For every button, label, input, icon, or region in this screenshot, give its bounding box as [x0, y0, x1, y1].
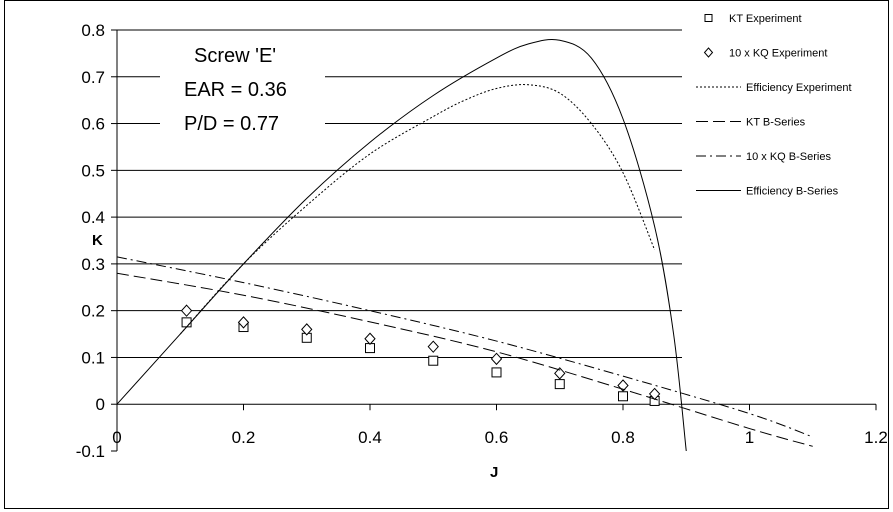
y-tick-label: 0.3 [81, 255, 105, 274]
x-tick-label: 0.6 [485, 428, 509, 447]
x-tick-label: 1.2 [864, 428, 888, 447]
annotation-line-2: EAR = 0.36 [184, 79, 287, 101]
y-tick-label: 0.1 [81, 348, 105, 367]
series-line-dotted [179, 84, 656, 335]
chart-frame [4, 0, 889, 509]
plot-area [116, 38, 813, 452]
kq-experiment-point [180, 304, 193, 317]
y-tick-label: 0.6 [81, 115, 105, 134]
y-tick-label: -0.1 [76, 442, 105, 461]
legend-label: KT Experiment [729, 13, 802, 25]
y-tick-label: 0.2 [81, 302, 105, 321]
y-tick-label: 0.7 [81, 68, 105, 87]
kt-experiment-point [428, 355, 439, 366]
y-tick-label: 0.8 [81, 21, 105, 40]
series-line-dashed [116, 272, 813, 447]
x-axis-label: J [490, 464, 498, 481]
y-tick-label: 0 [96, 395, 105, 414]
grid-lines [117, 29, 682, 358]
kq-experiment-point [490, 352, 503, 366]
legend-square-marker [704, 14, 713, 22]
legend-label: Efficiency Experiment [746, 82, 852, 94]
x-tick-label: 0 [112, 428, 121, 447]
legend-label: 10 x KQ B-Series [746, 151, 831, 163]
kq-experiment-point [554, 367, 566, 380]
x-tick-label: 0.2 [232, 428, 256, 447]
annotation-background [160, 36, 325, 136]
kq-experiment-point [301, 323, 313, 336]
legend-label: Efficiency B-Series [746, 186, 839, 198]
kt-experiment-point [181, 317, 192, 328]
y-tick-label: 0.5 [81, 161, 105, 180]
x-tick-label: 0.8 [611, 428, 635, 447]
kt-experiment-point [554, 379, 565, 390]
kq-experiment-point [237, 316, 250, 329]
legend-label: 10 x KQ Experiment [729, 48, 827, 60]
kt-experiment-point [491, 367, 502, 378]
axes [111, 29, 877, 452]
kq-experiment-point [427, 340, 439, 353]
kq-experiment-point [364, 332, 376, 345]
x-tick-label: 0.4 [358, 428, 382, 447]
kt-experiment-point [618, 391, 628, 402]
y-tick-label: 0.4 [81, 208, 105, 227]
series-line-solid [116, 38, 687, 452]
legend-diamond-marker [703, 47, 714, 58]
y-axis-label: K [92, 232, 103, 249]
legend-label: KT B-Series [746, 117, 806, 129]
x-tick-label: 1 [745, 428, 754, 447]
x-tick-labels: 0 0.2 0.4 0.6 0.8 1 1.2 [112, 428, 888, 447]
legend: KT Experiment 10 x KQ Experiment Efficienc… [696, 13, 852, 198]
series-line-dash-dot [116, 256, 813, 438]
annotation-line-1: Screw 'E' [194, 45, 276, 67]
annotation-line-3: P/D = 0.77 [184, 113, 279, 135]
y-tick-labels: -0.1 0 0.1 0.2 0.3 0.4 0.5 0.6 0.7 0.8 [76, 21, 105, 461]
